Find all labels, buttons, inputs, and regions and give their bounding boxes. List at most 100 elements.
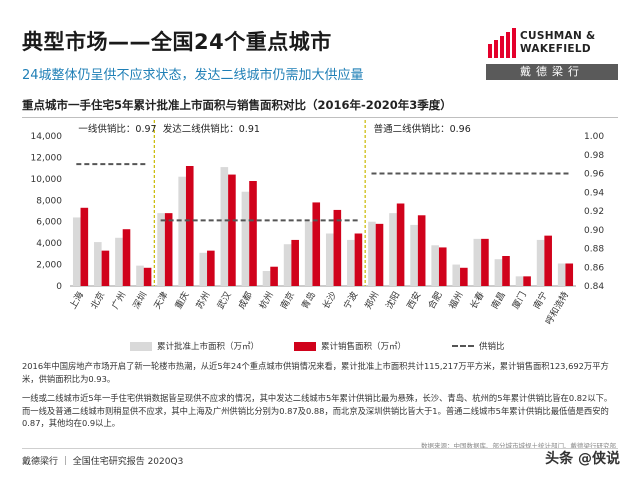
bar-sales [396,203,405,286]
bar-sales [185,166,194,286]
bar-sales [333,209,342,286]
legend-ratio-label: 供销比 [479,342,505,352]
legend-ratio: 供销比 [452,340,505,352]
y-tick-label: 0 [56,282,62,292]
supply-sales-chart: 0 2,000 4,000 6,000 8,000 10,000 12,000 14,000 0… [31,120,604,327]
bar-sales [375,223,384,286]
bar-approved [178,176,186,286]
bar-approved [199,252,208,286]
footer-divider [22,448,618,449]
bar-sales [207,250,215,286]
x-tick-label: 广州 [109,290,128,312]
bar-sales [523,276,531,286]
bar-sales [249,181,257,286]
legend-approved-label: 累计批准上市面积（万㎡） [157,342,260,352]
logo-line2: WAKEFIELD [520,43,591,55]
y2-tick-label: 0.94 [584,188,604,198]
bar-sales [565,263,574,286]
bar-sales [143,267,152,286]
x-tick-label: 合肥 [425,290,444,312]
bar-approved [494,259,503,286]
x-tick-label: 郑州 [362,290,381,312]
watermark: 头条 @侠说 [545,451,620,467]
bar-approved [536,239,545,286]
x-tick-label: 福州 [446,290,465,312]
bar-sales [270,266,278,286]
footer-text: 戴德梁行 ｜ 全国住宅研究报告 2020Q3 [22,457,184,467]
segment-ratio-label: 发达二线供销比：0.91 [163,123,260,135]
y2-tick-label: 0.86 [584,263,604,273]
cushman-wakefield-logo [488,28,516,58]
y2-tick-label: 0.88 [584,245,604,255]
bar-approved [304,221,313,286]
bar-approved [220,167,229,286]
bar-approved [368,221,376,286]
x-tick-label: 宁波 [341,290,360,312]
bar-sales [101,250,110,286]
summary-paragraph-1: 2016年中国房地产市场开启了新一轮楼市热潮，从近5年24个重点城市供销情况来看… [22,361,609,384]
x-tick-label: 南昌 [488,290,507,312]
x-tick-label: 南宁 [531,290,550,312]
data-source: 数据来源：中国数据库、部分城市城规土统计部门、戴德梁行研究部 [421,442,616,450]
y2-tick-label: 0.84 [584,282,604,292]
y-tick-label: 2,000 [36,261,62,271]
bar-sales [502,256,510,286]
y2-tick-label: 0.92 [584,207,604,217]
segment-ratio-label: 一线供销比：0.97 [78,123,156,135]
x-tick-label: 沈阳 [383,290,402,312]
x-tick-label: 厦门 [509,290,528,312]
bar-approved [157,213,165,286]
x-tick-label: 南京 [278,290,297,312]
bar-sales [312,202,321,286]
bar-sales [481,238,489,286]
x-tick-label: 深圳 [131,290,150,311]
page-subtitle: 24城整体仍呈供不应求状态，发达二线城市仍需加大供应量 [22,68,364,83]
y-tick-label: 4,000 [36,239,62,249]
bar-approved [410,224,418,286]
bar-approved [72,217,81,286]
bar-approved [431,245,439,286]
bar-sales [228,174,236,286]
logo-cn: 戴德梁行 [486,64,618,80]
summary-paragraph-2: 一线或二线城市近5年一手住宅供销数据皆呈现供不应求的情况，其中发达二线城市5年累… [22,393,613,428]
x-tick-label: 西安 [404,290,423,312]
y-tick-label: 8,000 [36,196,62,206]
bar-approved [515,276,524,286]
bar-approved [557,263,566,286]
chart-legend: 累计批准上市面积（万㎡） 累计销售面积（万㎡） 供销比 [0,340,640,356]
y2-tick-label: 1.00 [584,132,604,142]
bar-sales [122,229,131,286]
y-tick-label: 14,000 [31,132,63,142]
bar-sales [164,213,173,286]
bar-approved [115,237,123,286]
legend-ratio-swatch [452,345,474,347]
bar-approved [262,271,271,286]
logo-bars-icon [488,28,516,58]
legend-sales: 累计销售面积（万㎡） [294,340,406,352]
x-tick-label: 青岛 [299,290,318,312]
y2-tick-label: 0.98 [584,151,604,161]
x-tick-label: 北京 [88,290,107,312]
bar-approved [452,264,461,286]
chart-title: 重点城市一手住宅5年累计批准上市面积与销售面积对比（2016年-2020年3季度… [22,98,452,112]
bar-approved [136,265,144,286]
title-divider [22,117,618,118]
logo-line1: CUSHMAN & [520,30,596,42]
x-tick-label: 苏州 [193,290,212,312]
x-tick-label: 长沙 [320,290,339,312]
legend-sales-label: 累计销售面积（万㎡） [321,342,407,352]
x-tick-label: 成都 [235,290,254,312]
bar-sales [438,247,447,286]
y-tick-label: 10,000 [31,175,63,185]
bar-approved [283,244,292,286]
bar-approved [347,239,355,286]
x-tick-label: 天津 [152,290,171,311]
x-tick-label: 武汉 [214,290,233,312]
bar-sales [291,239,299,286]
bar-approved [241,191,250,286]
x-tick-label: 上海 [67,290,86,312]
segment-ratio-label: 普通二线供销比：0.96 [374,123,471,135]
y2-tick-label: 0.96 [584,170,604,180]
bar-sales [417,215,426,286]
bar-approved [473,238,482,286]
